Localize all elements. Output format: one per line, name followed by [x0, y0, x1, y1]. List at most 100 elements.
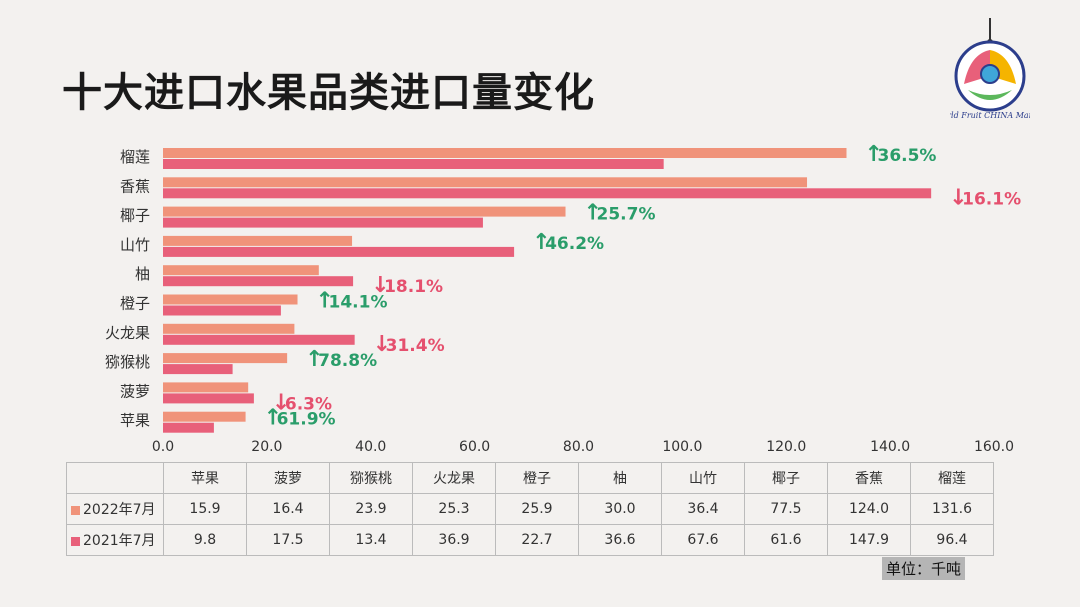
bar-2022: [163, 235, 353, 246]
legend-label-2022: 2022年7月: [83, 502, 156, 518]
legend-2021: 2021年7月: [66, 524, 164, 556]
bar-2021: [163, 334, 355, 345]
change-label: 18.1%: [384, 277, 443, 297]
category-label: 香蕉: [120, 177, 150, 195]
legend-2022: 2022年7月: [66, 493, 164, 525]
table-header-cell: 菠萝: [246, 462, 330, 494]
arrow-up-icon: ↑: [316, 289, 334, 314]
arrow-down-icon: ↓: [272, 390, 290, 415]
bar-2022: [163, 177, 808, 188]
category-label: 猕猴桃: [105, 353, 150, 371]
table-cell: 67.6: [661, 524, 745, 556]
bar-2021: [163, 393, 254, 404]
category-label: 榴莲: [120, 148, 150, 166]
category-label: 火龙果: [105, 324, 150, 342]
bar-2022: [163, 265, 319, 276]
category-label: 柚: [135, 265, 150, 283]
arrow-up-icon: ↑: [864, 142, 882, 167]
table-header-cell: 山竹: [661, 462, 745, 494]
table-corner: [66, 462, 164, 494]
x-tick-label: 80.0: [563, 439, 594, 455]
bar-2022: [163, 382, 249, 393]
table-cell: 9.8: [163, 524, 247, 556]
change-label: 61.9%: [277, 410, 336, 430]
bar-2021: [163, 217, 483, 228]
change-label: 36.5%: [877, 146, 936, 166]
table-cell: 13.4: [329, 524, 413, 556]
table-cell: 36.9: [412, 524, 496, 556]
bar-2022: [163, 353, 288, 364]
table-header-cell: 柚: [578, 462, 662, 494]
bar-2021: [163, 246, 515, 257]
change-label: 31.4%: [386, 336, 445, 356]
table-header-cell: 苹果: [163, 462, 247, 494]
table-row: 2022年7月 15.9 16.4 23.9 25.3 25.9 30.0 36…: [66, 493, 994, 525]
bar-2021: [163, 305, 281, 316]
category-label: 橙子: [120, 295, 150, 313]
table-header-cell: 香蕉: [827, 462, 911, 494]
table-cell: 131.6: [910, 493, 994, 525]
bar-2022: [163, 148, 847, 158]
change-label: 46.2%: [545, 234, 604, 254]
category-label: 苹果: [120, 412, 150, 430]
category-label: 菠萝: [120, 382, 150, 400]
table-cell: 16.4: [246, 493, 330, 525]
category-label: 椰子: [120, 207, 150, 225]
table-cell: 147.9: [827, 524, 911, 556]
legend-swatch-2021: [71, 536, 80, 546]
table-cell: 96.4: [910, 524, 994, 556]
brand-logo: World Fruit CHINA Market: [950, 18, 1030, 120]
change-label: 25.7%: [597, 205, 656, 225]
arrow-up-icon: ↑: [532, 230, 550, 255]
change-label: 78.8%: [318, 351, 377, 371]
unit-label: 单位：千吨: [882, 557, 966, 580]
arrow-up-icon: ↑: [305, 347, 323, 372]
bar-2022: [163, 411, 246, 422]
x-tick-label: 120.0: [766, 439, 806, 455]
table-row: 2021年7月 9.8 17.5 13.4 36.9 22.7 36.6 67.…: [66, 524, 994, 556]
table-cell: 77.5: [744, 493, 828, 525]
table-cell: 36.4: [661, 493, 745, 525]
bar-2021: [163, 422, 214, 433]
x-tick-label: 60.0: [459, 439, 490, 455]
logo-text: World Fruit CHINA Market: [950, 111, 1030, 120]
arrow-up-icon: ↑: [264, 406, 282, 431]
change-label: 16.1%: [962, 189, 1021, 209]
bar-2022: [163, 323, 295, 334]
bar-2022: [163, 206, 566, 217]
table-cell: 36.6: [578, 524, 662, 556]
table-cell: 17.5: [246, 524, 330, 556]
arrow-down-icon: ↓: [949, 185, 967, 210]
x-tick-label: 40.0: [355, 439, 386, 455]
x-tick-label: 160.0: [974, 439, 1014, 455]
table-cell: 25.9: [495, 493, 579, 525]
x-tick-label: 20.0: [251, 439, 282, 455]
x-tick-label: 100.0: [662, 439, 702, 455]
table-cell: 25.3: [412, 493, 496, 525]
bar-2021: [163, 188, 932, 199]
bar-2021: [163, 276, 354, 287]
arrow-down-icon: ↓: [373, 332, 391, 357]
page-title: 十大进口水果品类进口量变化: [62, 70, 595, 116]
x-tick-label: 140.0: [870, 439, 910, 455]
change-label: 6.3%: [285, 394, 332, 414]
table-cell: 30.0: [578, 493, 662, 525]
table-header-cell: 猕猴桃: [329, 462, 413, 494]
data-table: 苹果 菠萝 猕猴桃 火龙果 橙子 柚 山竹 椰子 香蕉 榴莲 2022年7月 1…: [66, 462, 994, 556]
bar-2021: [163, 159, 664, 169]
table-cell: 23.9: [329, 493, 413, 525]
table-cell: 61.6: [744, 524, 828, 556]
table-cell: 22.7: [495, 524, 579, 556]
bar-2022: [163, 294, 298, 305]
table-header-cell: 椰子: [744, 462, 828, 494]
table-header-cell: 榴莲: [910, 462, 994, 494]
x-tick-label: 0.0: [152, 439, 174, 455]
table-header-cell: 火龙果: [412, 462, 496, 494]
arrow-up-icon: ↑: [584, 201, 602, 226]
change-label: 14.1%: [329, 293, 388, 313]
table-cell: 15.9: [163, 493, 247, 525]
legend-label-2021: 2021年7月: [83, 533, 156, 549]
legend-swatch-2022: [71, 505, 80, 515]
bar-2021: [163, 364, 233, 375]
